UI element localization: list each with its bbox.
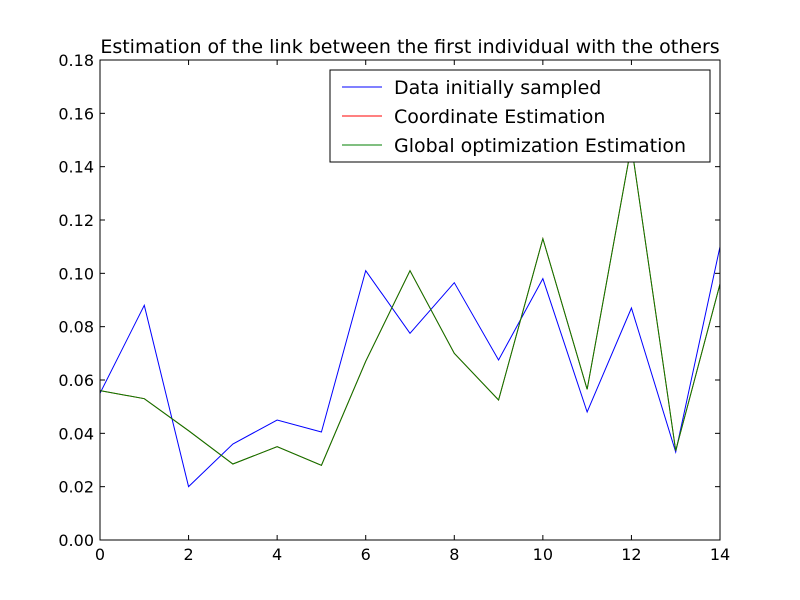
x-tick-label: 0 [95,545,105,564]
y-tick-label: 0.02 [58,478,94,497]
x-tick-label: 2 [183,545,193,564]
x-tick-label: 4 [272,545,282,564]
series-line-3 [100,145,720,466]
chart-title: Estimation of the link between the first… [100,36,719,58]
legend-box [329,69,711,163]
y-tick-label: 0.12 [58,211,94,230]
plot-frame [99,59,721,541]
x-tick-label: 10 [533,545,553,564]
legend-label-2: Coordinate Estimation [394,106,605,128]
y-tick-label: 0.00 [58,531,94,550]
tick-layer: 0 2 4 6 8 10 12 14 0.00 0.02 0.04 0.06 0.08 0.10 0.12 0… [58,51,730,564]
y-tick-label: 0.04 [58,424,94,443]
y-tick-label: 0.14 [58,158,94,177]
series-layer [100,145,720,488]
x-tick-label: 12 [621,545,641,564]
y-tick-label: 0.08 [58,318,94,337]
y-tick-label: 0.16 [58,104,94,123]
series-line-1 [100,246,720,488]
legend: Data initially sampled Coordinate Estimat… [329,69,711,163]
x-tick-label: 8 [449,545,459,564]
y-tick-label: 0.18 [58,51,94,70]
x-tick-label: 6 [361,545,371,564]
x-tick-label: 14 [710,545,730,564]
legend-label-3: Global optimization Estimation [394,135,686,157]
series-line-2 [100,145,720,466]
y-tick-label: 0.10 [58,264,94,283]
legend-label-1: Data initially sampled [394,77,601,99]
y-tick-label: 0.06 [58,371,94,390]
